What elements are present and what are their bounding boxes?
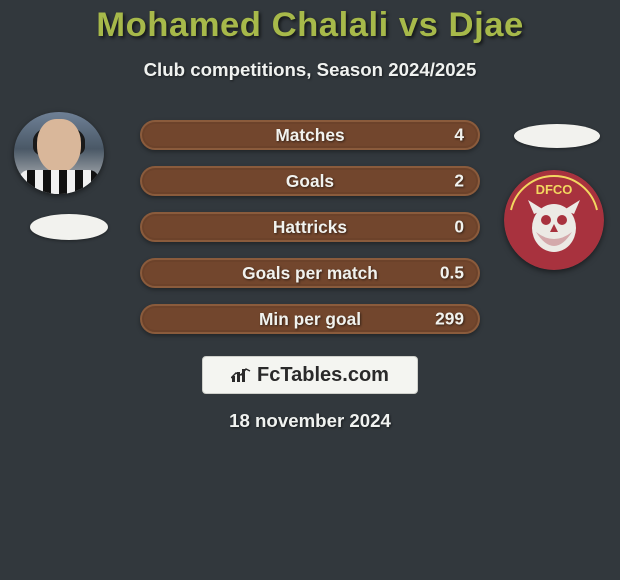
brand-prefix: Fc: [257, 364, 280, 386]
stat-row: Goals per match 0.5: [140, 258, 480, 288]
brand-text: FcTables.com: [257, 364, 389, 387]
bar-chart-icon: [231, 367, 251, 383]
stat-label: Matches: [275, 125, 344, 146]
stat-label: Goals: [286, 171, 334, 192]
stat-value: 4: [454, 125, 464, 146]
stat-label: Min per goal: [259, 309, 361, 330]
stat-value: 2: [454, 171, 464, 192]
player-left: [0, 110, 140, 250]
crest-bg: [504, 170, 604, 270]
stat-row: Matches 4: [140, 120, 480, 150]
subtitle: Club competitions, Season 2024/2025: [0, 59, 620, 81]
player-left-avatar: [14, 112, 104, 194]
stat-value: 299: [435, 309, 464, 330]
stats-panel: Matches 4 Goals 2 Hattricks 0 Goals per match 0…: [140, 120, 480, 350]
hair-shape: [33, 125, 85, 157]
comparison-card: Mohamed Chalali vs Djae Club competition…: [0, 0, 620, 580]
face-shape: [37, 119, 81, 173]
page-title: Mohamed Chalali vs Djae: [0, 6, 620, 45]
player-left-badge: [30, 214, 108, 240]
player-right-badge: [514, 124, 600, 148]
date-text: 18 november 2024: [229, 410, 391, 432]
owl-icon: [528, 200, 580, 252]
footer-badge: FcTables.com: [202, 356, 418, 394]
stat-label: Goals per match: [242, 263, 378, 284]
jersey-shape: [19, 170, 99, 194]
stat-row: Hattricks 0: [140, 212, 480, 242]
club-crest-icon: DFCO: [504, 170, 604, 270]
player-right-crest: DFCO: [504, 170, 604, 270]
player-right: DFCO: [480, 110, 620, 290]
stat-row: Goals 2: [140, 166, 480, 196]
stat-label: Hattricks: [273, 217, 347, 238]
crest-text: DFCO: [536, 182, 573, 197]
stat-value: 0: [454, 217, 464, 238]
stat-row: Min per goal 299: [140, 304, 480, 334]
stat-value: 0.5: [440, 263, 464, 284]
brand-suffix: Tables.com: [280, 364, 389, 386]
